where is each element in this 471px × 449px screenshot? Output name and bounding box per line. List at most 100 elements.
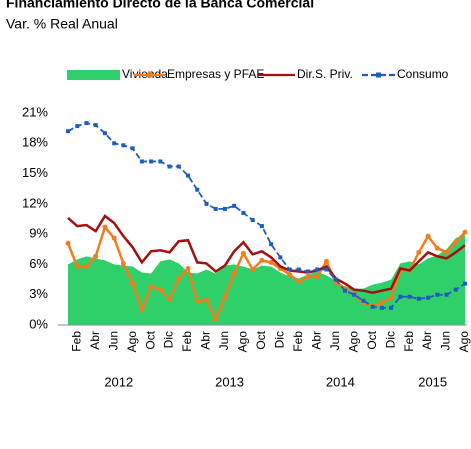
marker <box>83 263 89 269</box>
marker <box>287 267 292 272</box>
marker <box>453 287 458 292</box>
x-tick-label: Abr <box>199 331 213 350</box>
marker <box>203 297 209 303</box>
x-tick-label: Abr <box>88 331 102 350</box>
y-tick-label: 15% <box>22 165 48 180</box>
marker <box>240 250 246 256</box>
marker <box>176 164 181 169</box>
marker <box>462 229 468 235</box>
x-tick-label: Jun <box>217 331 231 350</box>
marker <box>333 277 338 282</box>
marker <box>111 235 117 241</box>
marker <box>287 272 293 278</box>
marker <box>157 287 163 293</box>
y-tick-label: 12% <box>22 195 48 210</box>
year-label: 2015 <box>418 374 447 389</box>
x-tick-label: Feb <box>180 331 194 352</box>
marker <box>204 201 209 206</box>
marker <box>148 284 154 290</box>
marker <box>425 233 431 239</box>
marker <box>139 159 144 164</box>
marker <box>241 210 246 215</box>
x-tick-label: Jun <box>439 331 453 350</box>
marker <box>444 249 450 255</box>
marker <box>389 305 394 310</box>
marker <box>435 292 440 297</box>
area <box>68 234 465 325</box>
marker <box>352 292 357 297</box>
marker <box>74 263 80 269</box>
marker <box>232 203 237 208</box>
marker <box>296 267 301 272</box>
x-tick-label: Abr <box>420 331 434 350</box>
year-label: 2014 <box>326 374 355 389</box>
marker <box>314 274 320 280</box>
legend-label: Empresas y PFAE <box>167 67 264 81</box>
marker <box>426 295 431 300</box>
marker <box>444 292 449 297</box>
marker <box>306 269 311 274</box>
y-tick-label: 6% <box>29 256 48 271</box>
marker <box>222 294 228 300</box>
legend-label: Dir.S. Priv. <box>297 67 353 81</box>
marker <box>102 224 108 230</box>
legend-label: Consumo <box>397 67 449 81</box>
marker <box>398 294 403 299</box>
y-tick-label: 21% <box>22 104 48 119</box>
marker <box>379 305 384 310</box>
marker <box>342 288 347 293</box>
x-tick-label: Oct <box>365 330 379 349</box>
marker <box>222 206 227 211</box>
x-tick-label: Dic <box>273 331 287 348</box>
marker <box>407 294 412 299</box>
y-tick-label: 18% <box>22 135 48 150</box>
marker <box>416 296 421 301</box>
marker <box>315 267 320 272</box>
x-tick-label: Ago <box>457 331 471 353</box>
marker <box>453 239 459 245</box>
marker <box>130 146 135 151</box>
x-tick-label: Dic <box>162 331 176 348</box>
marker <box>167 164 172 169</box>
x-tick-label: Jun <box>328 331 342 350</box>
marker <box>370 304 375 309</box>
marker <box>194 299 200 305</box>
marker <box>93 253 99 259</box>
x-tick-label: Feb <box>402 331 416 352</box>
year-label: 2013 <box>215 374 244 389</box>
marker <box>250 266 256 272</box>
marker <box>139 307 145 313</box>
x-tick-label: Oct <box>254 330 268 349</box>
chart-subtitle: Var. % Real Anual <box>6 16 118 32</box>
legend-marker <box>146 72 153 78</box>
marker <box>176 276 182 282</box>
marker <box>167 297 173 303</box>
marker <box>149 159 154 164</box>
marker <box>186 173 191 178</box>
chart-title: Financiamiento Directo de la Banca Comer… <box>6 0 314 11</box>
marker <box>120 260 126 266</box>
x-tick-label: Ago <box>346 331 360 353</box>
y-tick-label: 9% <box>29 226 48 241</box>
marker <box>102 131 107 136</box>
marker <box>269 242 274 247</box>
legend-marker <box>376 72 381 78</box>
marker <box>121 143 126 148</box>
marker <box>65 240 71 246</box>
marker <box>388 295 394 301</box>
x-tick-label: Ago <box>236 331 250 353</box>
marker <box>130 281 136 287</box>
marker <box>324 267 329 272</box>
marker <box>158 159 163 164</box>
marker <box>305 274 311 280</box>
marker <box>278 255 283 260</box>
line <box>67 214 466 294</box>
marker <box>379 300 385 306</box>
marker <box>434 245 440 251</box>
legend-swatch <box>67 70 120 80</box>
marker <box>93 123 98 128</box>
marker <box>213 206 218 211</box>
marker <box>296 279 302 285</box>
x-tick-label: Jun <box>106 331 120 350</box>
